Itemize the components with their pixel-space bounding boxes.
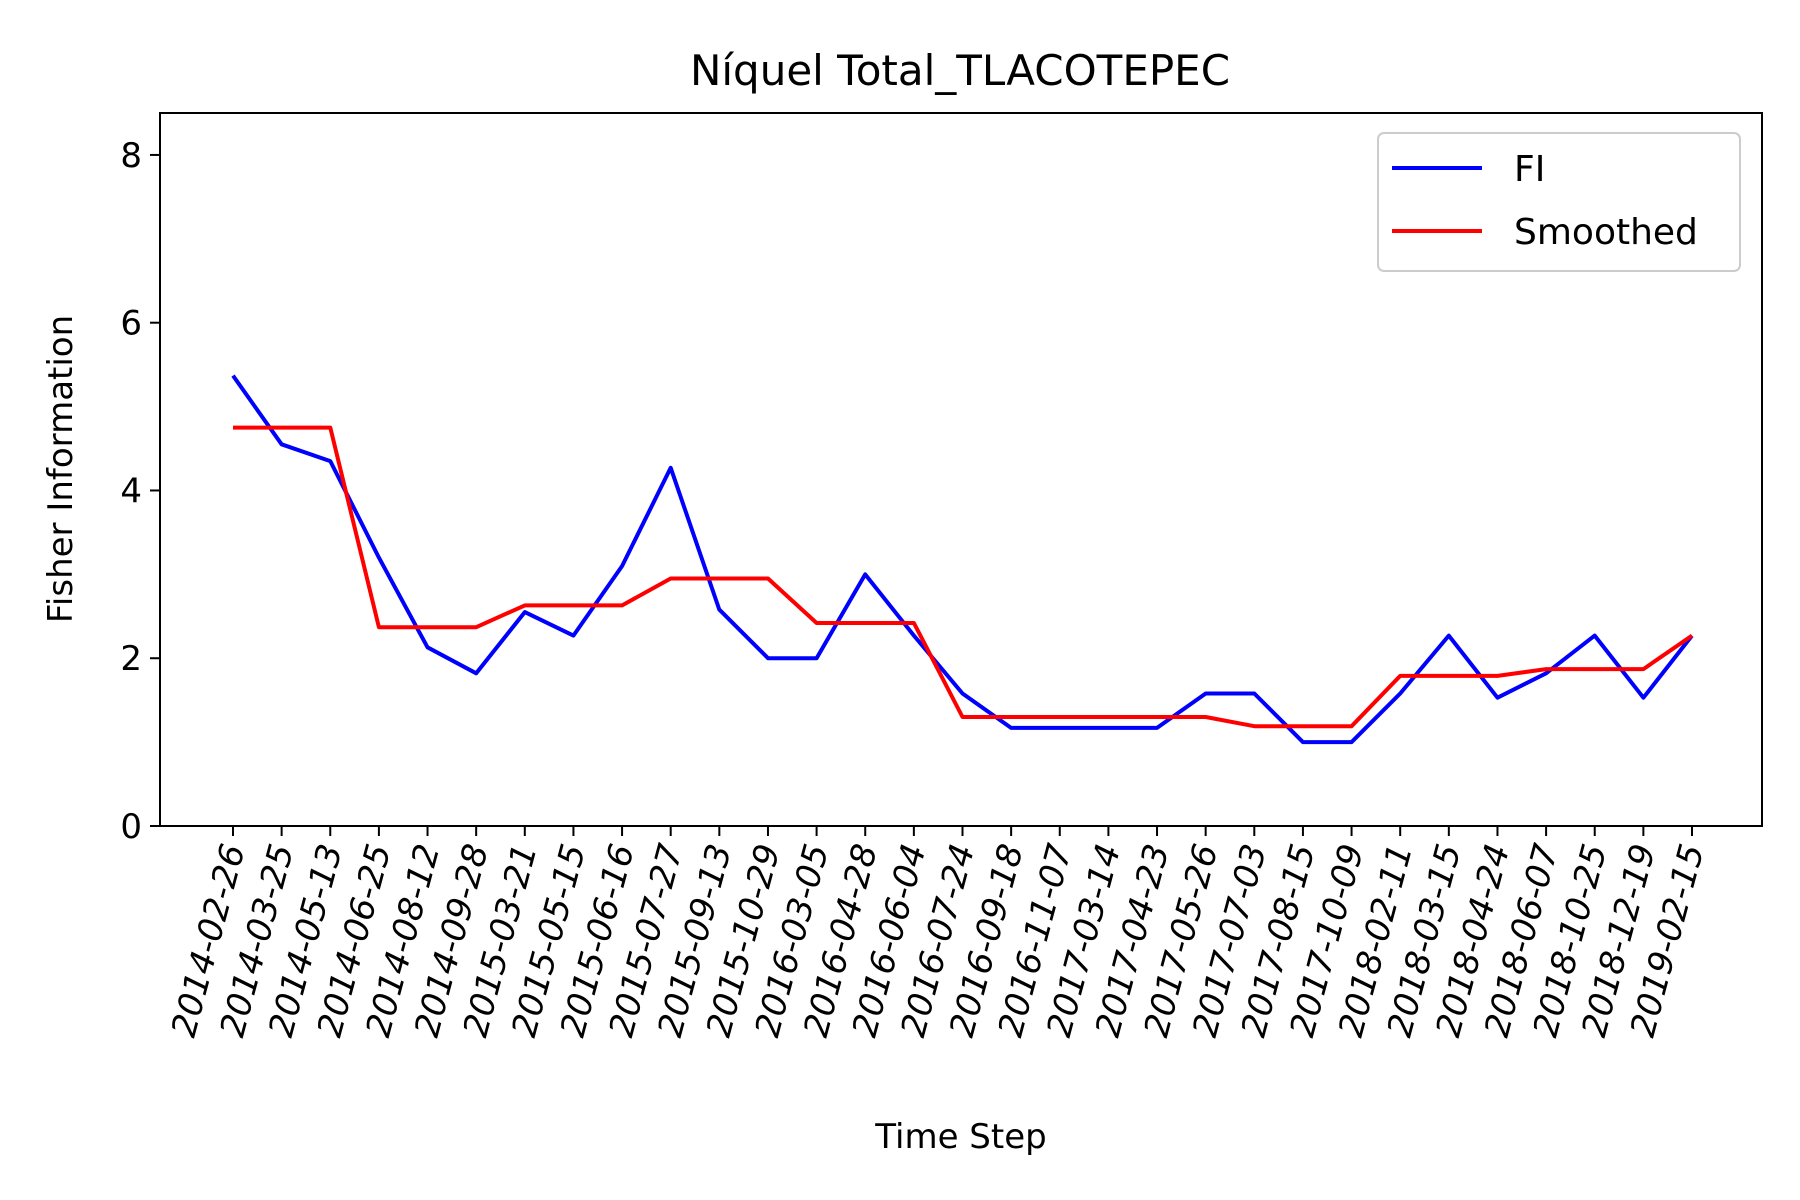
- y-axis: 0 2 4 6 8: [120, 136, 160, 847]
- y-tick-label: 0: [120, 807, 142, 847]
- chart-title: Níquel Total_TLACOTEPEC: [690, 46, 1230, 95]
- y-axis-label: Fisher Information: [41, 315, 81, 623]
- plot-area: [159, 112, 1763, 827]
- series-layer: [231, 374, 1694, 745]
- series-line-smoothed: [233, 425, 1694, 729]
- y-tick-label: 4: [120, 471, 142, 511]
- legend-label-smoothed: Smoothed: [1514, 212, 1698, 253]
- y-tick-label: 8: [120, 136, 142, 176]
- x-axis-label: Time Step: [874, 1117, 1046, 1157]
- series-line-fi: [231, 374, 1694, 745]
- x-axis: 2014-02-262014-03-252014-05-132014-06-25…: [164, 826, 1713, 1041]
- legend: FI Smoothed: [1377, 132, 1741, 272]
- y-tick-label: 6: [120, 304, 142, 344]
- y-tick-label: 2: [120, 639, 142, 679]
- legend-label-fi: FI: [1514, 149, 1545, 190]
